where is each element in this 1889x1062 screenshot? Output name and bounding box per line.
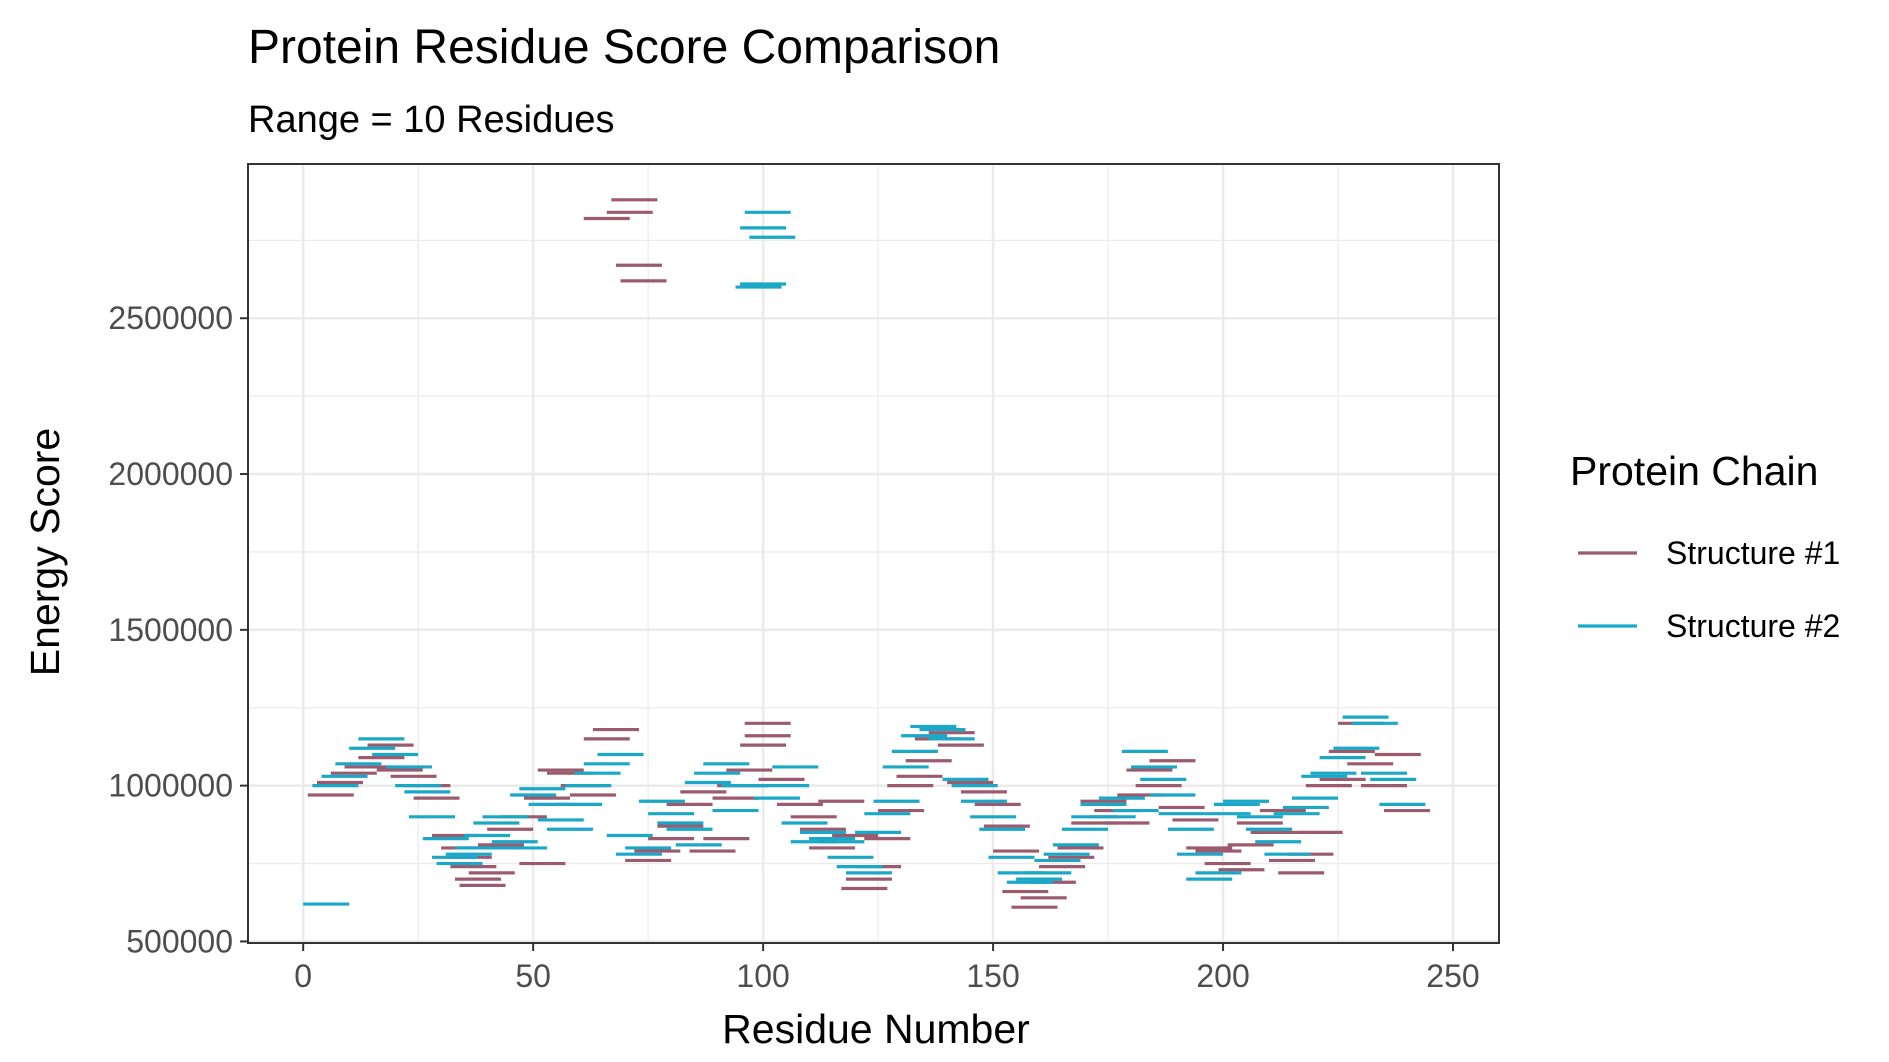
y-tick-label: 1000000	[108, 768, 233, 804]
x-tick-label: 0	[294, 958, 312, 994]
legend-items: Structure #1 Structure #2	[1578, 535, 1840, 644]
legend: Protein Chain Structure #1 Structure #2	[1570, 448, 1840, 644]
legend-item: Structure #2	[1578, 608, 1840, 644]
y-tick-label: 500000	[126, 923, 233, 959]
x-tick-label: 100	[736, 958, 789, 994]
y-tick-label: 1500000	[108, 612, 233, 648]
chart-title: Protein Residue Score Comparison	[248, 21, 1000, 74]
legend-title: Protein Chain	[1570, 448, 1818, 494]
series-2	[303, 210, 1426, 906]
x-tick-label: 250	[1426, 958, 1479, 994]
legend-item: Structure #1	[1578, 535, 1840, 571]
y-axis-title: Energy Score	[22, 428, 68, 676]
axes: 0 50 100 150 200 250 500000 1000000 1500000 20000…	[108, 300, 1479, 994]
panel-border	[247, 163, 1500, 944]
x-tick-label: 200	[1196, 958, 1249, 994]
grid	[248, 164, 1499, 943]
x-tick-label: 150	[966, 958, 1019, 994]
y-tick-label: 2500000	[108, 300, 233, 336]
chart-subtitle: Range = 10 Residues	[248, 99, 615, 141]
y-tick-label: 2000000	[108, 456, 233, 492]
x-tick-label: 50	[515, 958, 551, 994]
legend-label: Structure #1	[1666, 535, 1840, 571]
legend-label: Structure #2	[1666, 608, 1840, 644]
x-axis-title: Residue Number	[722, 1006, 1030, 1052]
plot-data	[303, 198, 1431, 909]
